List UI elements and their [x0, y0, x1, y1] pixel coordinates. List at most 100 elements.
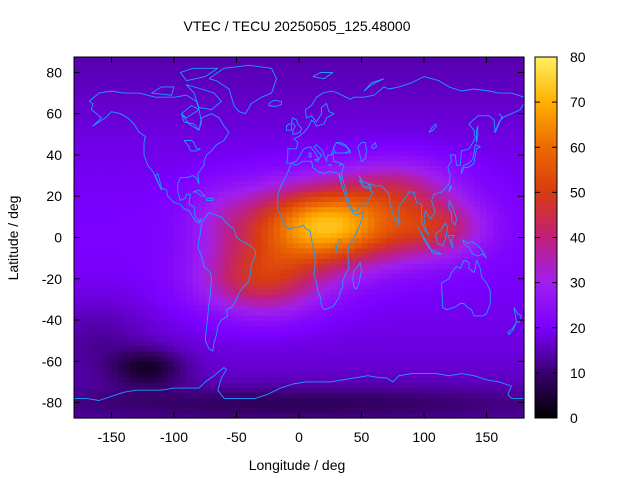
heatmap-cell: [130, 103, 138, 110]
heatmap-cell: [174, 108, 181, 115]
heatmap-cell: [324, 371, 331, 378]
heatmap-cell: [405, 62, 413, 68]
heatmap-cell: [267, 62, 275, 68]
heatmap-cell: [511, 345, 519, 352]
heatmap-cell: [255, 108, 263, 115]
heatmap-cell: [486, 237, 494, 244]
heatmap-cell: [236, 129, 244, 135]
heatmap-cell: [311, 57, 319, 63]
heatmap-cell: [74, 366, 81, 373]
heatmap-cell: [292, 366, 300, 373]
heatmap-cell: [317, 289, 325, 295]
heatmap-cell: [92, 98, 100, 105]
heatmap-cell: [124, 144, 131, 151]
heatmap-cell: [255, 330, 263, 337]
heatmap-cell: [336, 154, 344, 161]
heatmap-cell: [474, 82, 481, 89]
heatmap-cell: [192, 93, 200, 99]
heatmap-cell: [299, 304, 306, 311]
heatmap-cell: [117, 77, 125, 84]
heatmap-cell: [355, 273, 363, 280]
heatmap-cell: [499, 247, 506, 254]
heatmap-cell: [442, 330, 450, 337]
heatmap-cell: [249, 402, 256, 409]
heatmap-cell: [480, 216, 488, 223]
heatmap-cell: [142, 185, 150, 192]
heatmap-cell: [374, 283, 381, 290]
heatmap-cell: [180, 211, 188, 218]
heatmap-cell: [161, 381, 169, 388]
heatmap-cell: [230, 299, 238, 306]
heatmap-cell: [205, 289, 213, 295]
heatmap-cell: [305, 62, 313, 68]
heatmap-cell: [211, 185, 219, 192]
heatmap-cell: [174, 402, 181, 409]
heatmap-cell: [99, 134, 106, 141]
heatmap-cell: [267, 340, 275, 347]
heatmap-cell: [167, 412, 175, 419]
heatmap-cell: [124, 87, 131, 94]
heatmap-cell: [280, 376, 288, 383]
heatmap-cell: [130, 397, 138, 404]
heatmap-cell: [149, 325, 156, 331]
heatmap-cell: [305, 82, 313, 89]
heatmap-cell: [92, 294, 100, 300]
heatmap-cell: [117, 350, 125, 357]
heatmap-cell: [367, 144, 375, 151]
heatmap-cell: [430, 206, 438, 213]
heatmap-cell: [130, 273, 138, 280]
heatmap-cell: [111, 325, 119, 331]
heatmap-cell: [224, 185, 231, 192]
heatmap-cell: [480, 206, 488, 213]
heatmap-cell: [249, 304, 256, 311]
heatmap-cell: [380, 129, 388, 135]
heatmap-cell: [80, 340, 88, 347]
heatmap-cell: [305, 185, 313, 192]
heatmap-cell: [355, 294, 363, 300]
heatmap-cell: [386, 366, 394, 373]
heatmap-cell: [267, 165, 275, 172]
heatmap-cell: [192, 196, 200, 202]
heatmap-cell: [374, 222, 381, 228]
heatmap-cell: [499, 232, 506, 239]
heatmap-cell: [336, 381, 344, 388]
heatmap-cell: [492, 93, 500, 99]
heatmap-cell: [355, 366, 363, 373]
heatmap-cell: [511, 407, 519, 414]
heatmap-cell: [180, 289, 188, 295]
heatmap-cell: [349, 397, 356, 404]
heatmap-cell: [342, 387, 350, 393]
heatmap-cell: [180, 350, 188, 357]
heatmap-cell: [467, 242, 475, 249]
heatmap-cell: [380, 304, 388, 311]
heatmap-cell: [380, 340, 388, 347]
heatmap-cell: [299, 371, 306, 378]
heatmap-cell: [161, 180, 169, 187]
heatmap-cell: [124, 335, 131, 342]
heatmap-cell: [361, 62, 369, 68]
heatmap-cell: [405, 314, 413, 321]
heatmap-cell: [211, 191, 219, 197]
heatmap-cell: [474, 154, 481, 161]
heatmap-cell: [299, 330, 306, 337]
heatmap-cell: [149, 356, 156, 362]
heatmap-cell: [211, 108, 219, 115]
heatmap-cell: [367, 376, 375, 383]
heatmap-cell: [155, 62, 163, 68]
heatmap-cell: [405, 227, 413, 233]
heatmap-cell: [461, 62, 469, 68]
heatmap-cell: [86, 242, 94, 249]
heatmap-cell: [217, 180, 225, 187]
heatmap-cell: [467, 232, 475, 239]
heatmap-cell: [492, 160, 500, 166]
heatmap-cell: [224, 273, 231, 280]
heatmap-cell: [336, 314, 344, 321]
heatmap-cell: [105, 129, 113, 135]
heatmap-cell: [286, 227, 294, 233]
heatmap-cell: [230, 201, 238, 208]
heatmap-cell: [186, 278, 194, 285]
heatmap-cell: [311, 278, 319, 285]
heatmap-cell: [174, 361, 181, 368]
heatmap-cell: [292, 113, 300, 120]
heatmap-cell: [480, 335, 488, 342]
